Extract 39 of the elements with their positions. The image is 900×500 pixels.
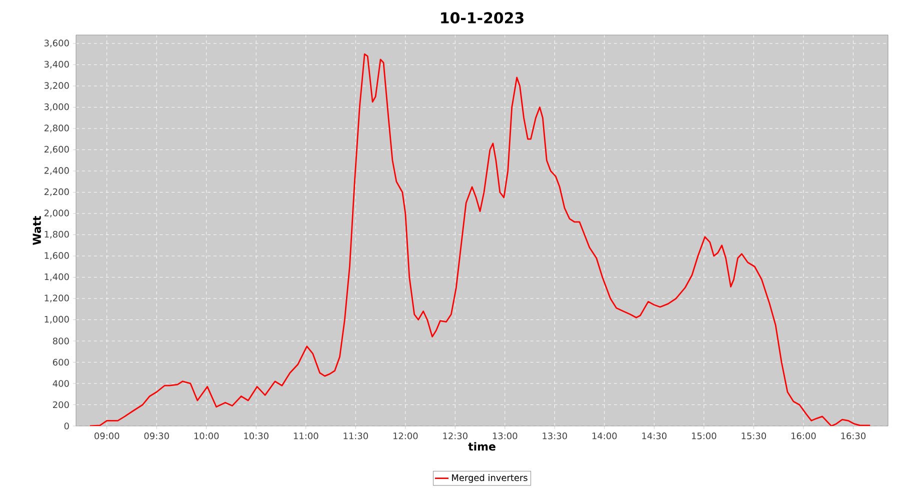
y-tick-label: 1,600: [44, 252, 69, 260]
y-tick-label: 1,800: [44, 230, 69, 239]
x-tick-label: 14:30: [642, 432, 666, 440]
y-tick-label: 2,600: [44, 146, 69, 154]
y-tick-label: 2,000: [44, 210, 69, 218]
x-tick-label: 09:30: [144, 432, 169, 440]
y-tick-label: 2,200: [44, 188, 69, 196]
x-tick-label: 09:00: [94, 432, 120, 440]
x-tick-label: 13:30: [542, 432, 567, 440]
y-tick-label: 1,000: [44, 316, 69, 324]
x-axis-title: time: [468, 442, 496, 451]
x-tick-label: 12:00: [393, 432, 418, 440]
y-tick-label: 1,400: [44, 273, 69, 282]
y-tick-label: 0: [64, 422, 69, 430]
x-tick-label: 13:00: [492, 432, 518, 440]
x-tick-label: 12:30: [443, 432, 468, 440]
y-tick-label: 3,200: [44, 82, 69, 90]
y-tick-label: 200: [53, 401, 69, 408]
x-tick-label: 14:00: [592, 432, 617, 440]
y-tick-label: 600: [53, 358, 69, 366]
y-tick-label: 2,400: [44, 167, 69, 175]
x-tick-label: 10:00: [194, 432, 219, 440]
x-tick-label: 16:30: [841, 432, 866, 440]
x-tick-label: 11:00: [294, 432, 318, 440]
chart-title: 10-1-2023: [441, 12, 524, 24]
legend-label: Merged inverters: [452, 474, 528, 483]
x-tick-label: 11:30: [344, 432, 368, 440]
y-tick-label: 2,800: [44, 124, 69, 132]
y-tick-label: 3,600: [44, 40, 69, 48]
x-tick-label: 15:30: [742, 432, 766, 440]
y-tick-label: 3,000: [44, 103, 69, 112]
y-axis-title: Watt: [32, 216, 41, 245]
x-tick-label: 16:00: [792, 432, 816, 440]
x-tick-label: 10:30: [244, 432, 268, 440]
y-tick-label: 400: [52, 380, 69, 387]
y-tick-label: 800: [52, 338, 69, 344]
y-tick-label: 3,400: [44, 60, 69, 69]
y-tick-label: 1,200: [44, 294, 69, 302]
x-tick-label: 15:00: [692, 432, 716, 440]
